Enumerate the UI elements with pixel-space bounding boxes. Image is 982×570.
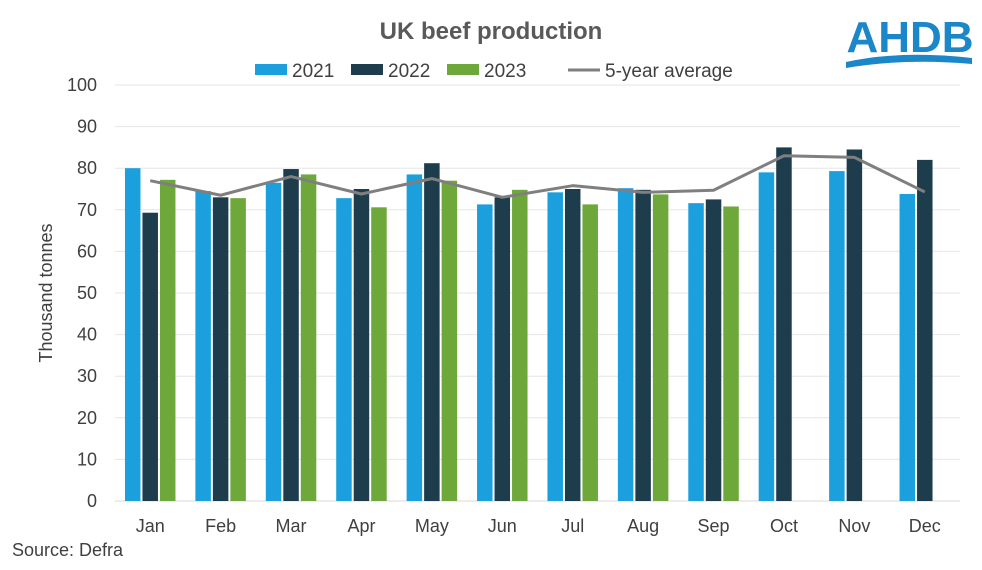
x-tick-label: Feb xyxy=(205,516,236,536)
y-tick-label: 90 xyxy=(77,117,97,137)
bar-2023-Jan xyxy=(159,179,176,501)
y-tick-label: 100 xyxy=(67,75,97,95)
bar-2023-Jul xyxy=(582,204,598,501)
logo-swoosh xyxy=(846,54,972,68)
bar-2022-Jul xyxy=(564,189,581,501)
bar-2022-Jan xyxy=(142,212,158,501)
legend-swatch xyxy=(255,64,287,75)
bar-2021-Oct xyxy=(758,172,775,502)
bar-2023-Feb xyxy=(230,198,246,502)
x-axis-ticks: Jan Feb Mar Apr May Jun Jul Aug Sep Oct Nov Dec xyxy=(136,516,941,536)
legend: 2021 2022 2023 5-year average xyxy=(255,61,733,82)
x-tick-label: Aug xyxy=(627,516,659,536)
x-tick-label: Sep xyxy=(698,516,730,536)
average-line xyxy=(149,154,926,199)
bar-2021-Mar xyxy=(265,182,282,501)
legend-item: 2023 xyxy=(447,61,526,82)
y-tick-label: 50 xyxy=(77,283,97,303)
y-axis-label: Thousand tonnes xyxy=(36,223,56,362)
source-note: Source: Defra xyxy=(12,540,124,560)
bar-2021-Jan xyxy=(124,168,141,501)
bar-2022-Mar xyxy=(283,169,299,502)
x-tick-label: May xyxy=(415,516,449,536)
bar-2021-Jun xyxy=(477,204,493,501)
bar-2023-May xyxy=(441,180,458,501)
legend-item: 2022 xyxy=(351,61,430,82)
bar-2022-May xyxy=(424,163,440,501)
bar-2021-Dec xyxy=(899,193,916,501)
bar-2021-Apr xyxy=(336,198,352,502)
x-tick-label: Jan xyxy=(136,516,165,536)
legend-item: 5-year average xyxy=(568,61,733,82)
bar-2022-Aug xyxy=(635,189,651,501)
y-tick-label: 40 xyxy=(77,325,97,345)
x-tick-label: Mar xyxy=(276,516,307,536)
bars xyxy=(124,147,933,502)
legend-label: 2021 xyxy=(292,61,334,82)
bar-2023-Aug xyxy=(652,194,669,501)
bar-2021-Jul xyxy=(547,192,563,501)
y-tick-label: 20 xyxy=(77,408,97,428)
bar-2021-Feb xyxy=(195,191,211,501)
x-tick-label: Jul xyxy=(561,516,584,536)
bar-2022-Feb xyxy=(212,197,229,501)
bar-2022-Oct xyxy=(776,147,792,501)
bar-2023-Sep xyxy=(723,206,739,502)
bar-2022-Apr xyxy=(353,189,370,501)
y-tick-label: 0 xyxy=(87,491,97,511)
bar-2021-Nov xyxy=(829,171,845,501)
bar-2022-Sep xyxy=(705,199,722,501)
x-tick-label: Jun xyxy=(488,516,517,536)
ahdb-logo: AHDB xyxy=(846,13,974,68)
legend-label: 5-year average xyxy=(605,61,733,82)
bar-2023-Mar xyxy=(300,174,317,501)
bar-2021-Aug xyxy=(617,188,634,501)
y-tick-label: 60 xyxy=(77,241,97,261)
bar-2021-Sep xyxy=(688,203,704,502)
gridlines xyxy=(115,84,960,502)
y-axis-ticks: 0 10 20 30 40 50 60 70 80 90 100 xyxy=(67,75,97,511)
x-tick-label: Oct xyxy=(770,516,798,536)
chart-title: UK beef production xyxy=(380,18,603,45)
legend-swatch xyxy=(351,64,383,75)
bar-2023-Apr xyxy=(371,207,387,501)
y-tick-label: 80 xyxy=(77,158,97,178)
bar-2022-Jun xyxy=(494,197,511,501)
bar-2022-Nov xyxy=(846,149,863,502)
bar-2021-May xyxy=(406,174,423,501)
x-tick-label: Apr xyxy=(347,516,375,536)
y-tick-label: 10 xyxy=(77,449,97,469)
x-tick-label: Dec xyxy=(909,516,941,536)
logo-text: AHDB xyxy=(846,13,973,62)
legend-label: 2023 xyxy=(484,61,526,82)
bar-2023-Jun xyxy=(512,189,528,501)
y-tick-label: 70 xyxy=(77,200,97,220)
legend-swatch xyxy=(447,64,479,75)
bar-2022-Dec xyxy=(917,159,933,501)
legend-item: 2021 xyxy=(255,61,334,82)
y-tick-label: 30 xyxy=(77,366,97,386)
legend-label: 2022 xyxy=(388,61,430,82)
line-series-5-year-average xyxy=(149,154,926,199)
x-tick-label: Nov xyxy=(838,516,870,536)
